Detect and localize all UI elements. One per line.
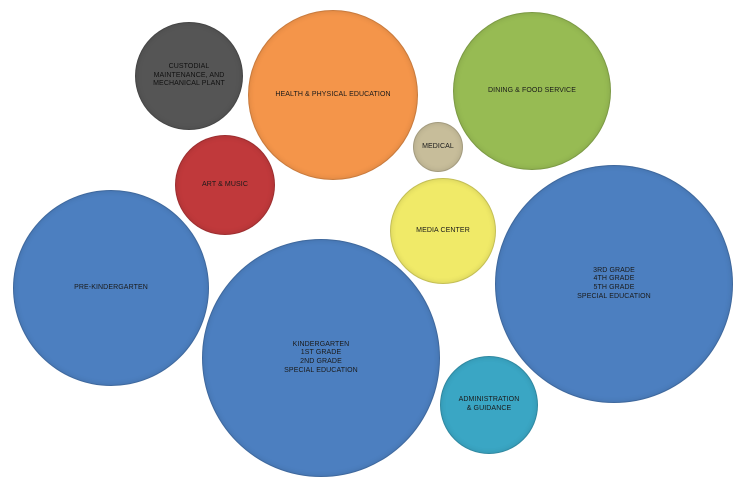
kinder-line-3: 2ND GRADE — [300, 358, 342, 365]
bubble-upper-label: 3RD GRADE 4TH GRADE 5TH GRADE SPECIAL ED… — [569, 267, 659, 302]
dining-line-1: DINING & FOOD SERVICE — [488, 86, 576, 94]
admin-line-2: & GUIDANCE — [466, 405, 512, 412]
bubble-custodial-label: CUSTODIAL MAINTENANCE, AND MECHANICAL PL… — [145, 63, 233, 89]
custodial-line-1: CUSTODIAL — [168, 62, 210, 70]
bubble-health-physical-education: HEALTH & PHYSICAL EDUCATION — [248, 10, 418, 180]
bubble-pre-kindergarten: PRE-KINDERGARTEN — [13, 190, 209, 386]
bubble-prek-label: PRE-KINDERGARTEN — [66, 284, 156, 293]
bubble-art-label: ART & MUSIC — [194, 181, 256, 190]
upper-line-3: 5TH GRADE — [593, 284, 635, 291]
art-line-1: ART & MUSIC — [202, 180, 248, 188]
kinder-line-2: 1ST GRADE — [300, 349, 342, 357]
admin-line-1: ADMINISTRATION — [458, 396, 520, 404]
bubble-dining-label: DINING & FOOD SERVICE — [480, 87, 584, 96]
bubble-art-music: ART & MUSIC — [175, 135, 275, 235]
bubble-administration-guidance: ADMINISTRATION & GUIDANCE — [440, 356, 538, 454]
prek-line-1: PRE-KINDERGARTEN — [74, 283, 148, 291]
upper-line-4: SPECIAL EDUCATION — [577, 292, 651, 300]
custodial-line-3: MECHANICAL PLANT — [153, 80, 225, 88]
kinder-line-4: SPECIAL EDUCATION — [284, 366, 358, 374]
bubble-kindergarten-2nd-grade: KINDERGARTEN 1ST GRADE 2ND GRADE SPECIAL… — [202, 239, 440, 477]
bubble-admin-label: ADMINISTRATION & GUIDANCE — [451, 396, 528, 414]
bubble-dining-food-service: DINING & FOOD SERVICE — [453, 12, 611, 170]
kinder-line-1: KINDERGARTEN — [292, 340, 350, 348]
bubble-kinder-label: KINDERGARTEN 1ST GRADE 2ND GRADE SPECIAL… — [276, 341, 366, 376]
upper-line-1: 3RD GRADE — [593, 266, 635, 274]
bubble-media-label: MEDIA CENTER — [408, 227, 478, 236]
bubble-medical: MEDICAL — [413, 122, 463, 172]
media-line-1: MEDIA CENTER — [416, 226, 470, 234]
upper-line-2: 4TH GRADE — [593, 275, 635, 283]
bubble-media-center: MEDIA CENTER — [390, 178, 496, 284]
health-line-1: HEALTH & PHYSICAL EDUCATION — [275, 90, 391, 98]
bubble-medical-label: MEDICAL — [422, 143, 454, 152]
bubble-3rd-5th-grade: 3RD GRADE 4TH GRADE 5TH GRADE SPECIAL ED… — [495, 165, 733, 403]
medical-line-1: MEDICAL — [422, 142, 454, 150]
bubble-custodial: CUSTODIAL MAINTENANCE, AND MECHANICAL PL… — [135, 22, 243, 130]
custodial-line-2: MAINTENANCE, AND — [153, 71, 225, 79]
bubble-health-label: HEALTH & PHYSICAL EDUCATION — [267, 91, 398, 100]
